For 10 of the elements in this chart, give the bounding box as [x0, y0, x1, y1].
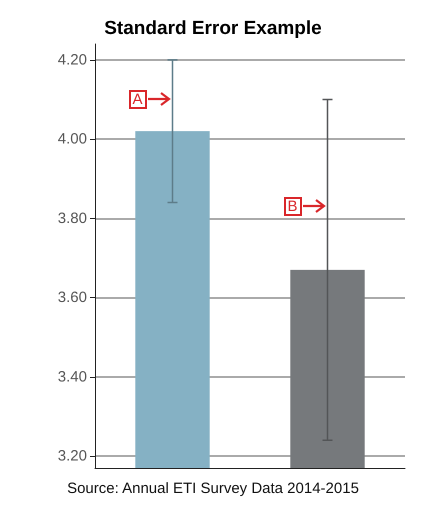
annotation: B	[284, 196, 302, 216]
y-tick-label: 3.60	[58, 289, 87, 306]
chart-title: Standard Error Example	[104, 18, 322, 39]
y-tick-label: 3.20	[58, 448, 87, 465]
annotation: A	[128, 90, 147, 109]
y-tick-label: 4.00	[58, 130, 87, 148]
y-tick-label: 3.40	[58, 368, 87, 386]
source-note: Source: Annual ETI Survey Data 2014-2015	[66, 480, 360, 497]
y-tick-label: 3.80	[58, 210, 87, 227]
y-tick-label: 4.20	[58, 51, 87, 68]
